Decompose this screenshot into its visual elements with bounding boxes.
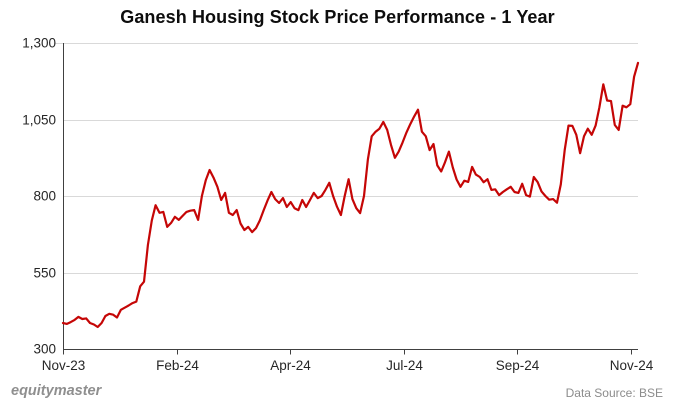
x-axis-tick-label: Jul-24 (386, 358, 423, 373)
chart-title: Ganesh Housing Stock Price Performance -… (120, 7, 555, 27)
equitymaster-logo: equitymaster (11, 383, 102, 399)
y-axis-tick-label: 1,300 (22, 35, 56, 51)
x-axis-tick-label: Nov-23 (41, 358, 86, 373)
data-source-label: Data Source: BSE (565, 386, 663, 400)
y-axis-tick-label: 300 (33, 341, 56, 357)
x-axis-tick-label: Nov-24 (609, 358, 654, 373)
y-axis-tick-label: 550 (33, 265, 56, 280)
x-axis-tick-label: Apr-24 (270, 358, 311, 373)
y-axis-tick-label: 1,050 (22, 112, 56, 127)
y-axis-tick-label: 800 (33, 188, 56, 204)
x-axis-tick-label: Sep-24 (495, 358, 540, 373)
x-axis-tick-label: Feb-24 (156, 358, 199, 373)
